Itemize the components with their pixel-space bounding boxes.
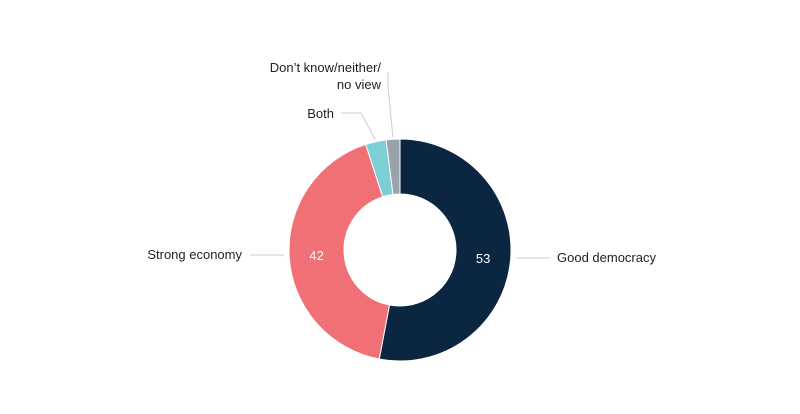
leader-line-don-t-know-neither-no-view [387, 72, 394, 138]
value-label-good-democracy: 53 [476, 251, 490, 266]
slice-strong-economy [288, 143, 391, 360]
category-label-both: Both [307, 106, 334, 121]
leader-line-both [341, 112, 376, 140]
value-label-strong-economy: 42 [309, 248, 323, 263]
leader-lines [250, 72, 550, 259]
category-label-strong-economy: Strong economy [147, 247, 242, 262]
slice-good-democracy [378, 138, 512, 362]
donut-slices [288, 138, 512, 362]
category-label-good-democracy: Good democracy [557, 250, 656, 265]
category-labels: Good democracy Strong economy Both Don’t kn… [147, 60, 656, 265]
category-label-don-t-know-neither-no-view: Don’t know/neither/no view [270, 60, 382, 92]
slice-don-t-know-neither-no-view [385, 138, 401, 196]
value-labels: 53 42 [309, 248, 490, 266]
